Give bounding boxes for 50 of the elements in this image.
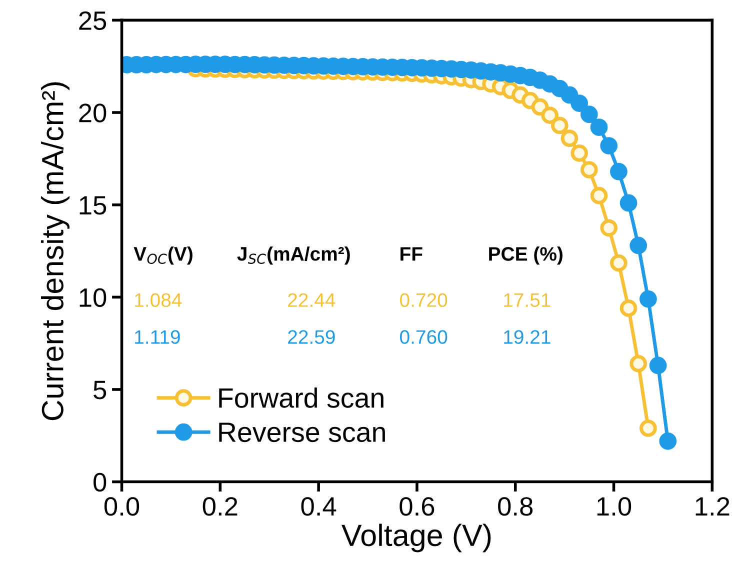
point	[610, 254, 628, 272]
point	[570, 94, 588, 112]
point	[590, 186, 608, 204]
point	[590, 118, 608, 136]
point	[560, 130, 578, 148]
x-tick-label: 1.2	[696, 497, 730, 516]
annotation: 19.21	[504, 330, 550, 344]
point	[630, 236, 648, 254]
x-tick-label: 0.4	[301, 497, 336, 516]
y-tick-label: 0	[94, 472, 106, 492]
legend-label: Forward scan	[219, 387, 384, 408]
x-tick-label: 0.8	[498, 497, 533, 516]
point	[600, 137, 618, 154]
annotation: 22.44	[288, 293, 336, 307]
legend-label: Reverse scan	[219, 422, 385, 442]
annotation: 17.51	[504, 293, 550, 307]
point	[541, 106, 558, 124]
point	[580, 161, 598, 178]
point	[570, 144, 588, 162]
y-tick-label: 10	[80, 288, 106, 307]
annotation: 1.084	[135, 293, 182, 307]
point	[630, 354, 648, 372]
y-tick-label: 20	[79, 104, 106, 122]
point	[620, 300, 638, 317]
point	[610, 162, 628, 180]
annotation: J$_{SC}$(mA/cm²)	[237, 246, 350, 265]
point	[620, 194, 638, 212]
y-tick-label: 5	[94, 380, 106, 400]
point	[640, 420, 657, 437]
y-axis-title: Current density (mA/cm²)	[41, 82, 70, 420]
point	[600, 219, 618, 237]
point	[659, 432, 677, 450]
x-tick-label: 0.0	[104, 497, 140, 516]
point	[649, 356, 667, 374]
y-tick-label: 15	[80, 196, 106, 215]
x-tick-label: 1.0	[597, 497, 632, 516]
point	[550, 116, 568, 134]
annotation: 0.760	[400, 330, 448, 344]
annotation: 1.119	[135, 330, 180, 344]
annotation: 0.720	[400, 293, 448, 307]
point	[640, 290, 657, 308]
point	[580, 106, 598, 124]
annotation: V$_{OC}$(V)	[134, 246, 192, 265]
annotation: 22.59	[288, 330, 335, 344]
annotation: PCE (%)	[489, 246, 562, 265]
x-axis-title: Voltage (V)	[342, 524, 491, 552]
y-tick-label: 25	[79, 11, 106, 30]
x-tick-label: 0.2	[202, 497, 238, 516]
x-tick-label: 0.6	[400, 497, 434, 516]
annotation: FF	[400, 247, 422, 261]
